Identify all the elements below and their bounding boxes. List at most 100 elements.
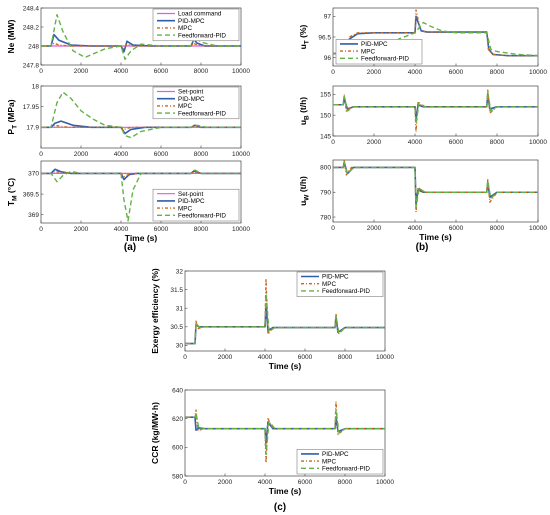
y-tick-label: 18	[32, 83, 40, 90]
y-tick-label: 370	[28, 171, 39, 178]
x-tick-label: 8000	[490, 139, 505, 146]
x-tick-label: 0	[331, 139, 335, 146]
legend-label: PID-MPC	[178, 198, 205, 205]
legend-label: MPC	[322, 281, 336, 288]
chart-tm: 0 2000 4000 6000 8000 10000 369 369.5 370 Time (s…	[6, 160, 250, 243]
x-tick-label: 10000	[232, 151, 250, 158]
series-line-ff_pid	[333, 160, 538, 208]
y-tick-label: 248.4	[23, 5, 40, 12]
x-tick-label: 8000	[194, 68, 209, 75]
series-line-mpc	[333, 9, 538, 61]
y-tick-label: 97	[324, 14, 332, 21]
legend-label: MPC	[322, 458, 336, 465]
legend-label: PID-MPC	[178, 18, 205, 25]
series-line-ff_pid	[333, 91, 538, 125]
x-tick-label: 2000	[367, 225, 382, 232]
y-axis-label: uT (%)	[298, 24, 311, 49]
x-tick-label: 4000	[114, 226, 129, 233]
x-tick-label: 2000	[218, 479, 233, 486]
x-tick-label: 10000	[232, 226, 250, 233]
legend-label: PID-MPC	[361, 41, 388, 48]
legend-label: PID-MPC	[322, 274, 349, 281]
y-tick-label: 600	[172, 445, 183, 452]
legend-label: Feedforward-PID	[178, 32, 226, 39]
x-tick-label: 10000	[232, 68, 250, 75]
y-tick-label: 32	[176, 268, 184, 275]
x-tick-label: 0	[331, 69, 335, 76]
x-tick-label: 10000	[529, 69, 547, 76]
legend-box	[152, 8, 240, 42]
x-tick-label: 8000	[338, 354, 353, 361]
legend-label: Load command	[178, 11, 222, 18]
y-tick-label: 17.95	[23, 104, 40, 111]
chart-ccr: 0 2000 4000 6000 8000 10000 580 600 620 640 Time (…	[150, 387, 394, 496]
y-axis-label: PT (MPa)	[6, 99, 19, 134]
x-tick-label: 10000	[376, 479, 394, 486]
x-tick-label: 8000	[338, 479, 353, 486]
y-tick-label: 620	[172, 416, 183, 423]
y-tick-label: 247.8	[23, 62, 40, 69]
legend-label: MPC	[178, 25, 192, 32]
x-tick-label: 2000	[74, 68, 89, 75]
caption-a: (a)	[124, 242, 136, 253]
y-axis-label: Exergy efficiency (%)	[150, 268, 160, 354]
y-tick-label: 248	[28, 43, 39, 50]
y-tick-label: 17.9	[26, 125, 39, 132]
x-tick-label: 6000	[154, 226, 169, 233]
caption-b: (b)	[416, 242, 429, 253]
y-tick-label: 31.5	[170, 287, 183, 294]
y-tick-label: 369.5	[23, 191, 40, 198]
x-axis-label: Time (s)	[125, 233, 158, 243]
y-tick-label: 31	[176, 306, 184, 313]
x-tick-label: 10000	[376, 354, 394, 361]
legend-label: MPC	[178, 103, 192, 110]
y-tick-label: 790	[320, 190, 331, 197]
series-line-ff_pid	[41, 169, 241, 222]
x-tick-label: 6000	[449, 225, 464, 232]
x-axis-label: Time (s)	[269, 486, 302, 496]
x-tick-label: 0	[39, 226, 43, 233]
series-line-ff_pid	[185, 292, 385, 345]
panels-layer: 0 2000 4000 6000 8000 10000247.8248248.2248.4…	[6, 5, 547, 496]
series-line-mpc	[185, 277, 385, 345]
x-tick-label: 4000	[408, 225, 423, 232]
caption-c: (c)	[274, 502, 286, 513]
y-tick-label: 248.2	[23, 24, 40, 31]
y-tick-label: 30.5	[170, 324, 183, 331]
x-axis-label: Time (s)	[269, 361, 302, 371]
legend-label: PID-MPC	[178, 96, 205, 103]
x-tick-label: 4000	[258, 354, 273, 361]
x-tick-label: 4000	[408, 139, 423, 146]
x-tick-label: 0	[331, 225, 335, 232]
y-tick-label: 30	[176, 343, 184, 350]
x-axis-label: Time (s)	[419, 232, 452, 242]
x-tick-label: 8000	[490, 225, 505, 232]
x-tick-label: 0	[183, 354, 187, 361]
y-axis-label: uW (t/h)	[298, 176, 311, 206]
chart-ub: 0 2000 4000 6000 8000 10000 145 150 155 uB (t/h)	[298, 85, 547, 146]
x-tick-label: 10000	[529, 139, 547, 146]
legend-label: Feedforward-PID	[361, 56, 409, 63]
chart-ne: 0 2000 4000 6000 8000 10000 247.8 248 248.2 248.4…	[6, 5, 250, 75]
y-tick-label: 780	[320, 214, 331, 221]
x-tick-label: 2000	[367, 139, 382, 146]
y-tick-label: 155	[320, 92, 331, 99]
x-tick-label: 10000	[529, 225, 547, 232]
x-tick-label: 2000	[218, 354, 233, 361]
x-tick-label: 0	[183, 479, 187, 486]
chart-pt: 0 2000 4000 6000 8000 10000 17.9 17.95 18 PT (MPa…	[6, 83, 250, 158]
legend-label: Feedforward-PID	[178, 213, 226, 220]
x-tick-label: 6000	[154, 68, 169, 75]
y-tick-label: 96.5	[318, 34, 331, 41]
y-tick-label: 640	[172, 387, 183, 394]
series-line-ff_pid	[185, 409, 385, 456]
y-tick-label: 800	[320, 165, 331, 172]
plot-area	[332, 159, 539, 223]
x-tick-label: 4000	[258, 479, 273, 486]
